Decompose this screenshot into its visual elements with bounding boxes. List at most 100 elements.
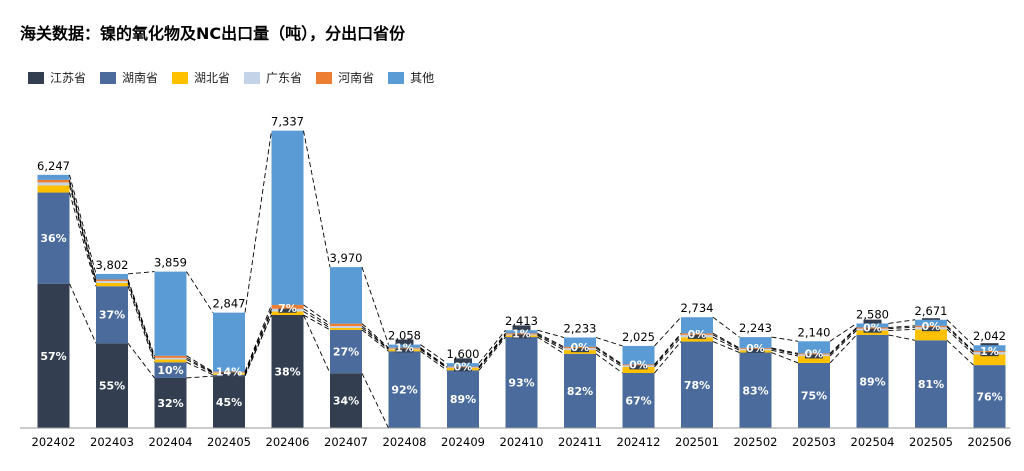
- bar-segment: [622, 373, 655, 428]
- series-line: [595, 337, 623, 347]
- segment-label: 81%: [918, 378, 944, 391]
- series-line: [829, 323, 857, 342]
- total-label: 6,247: [37, 159, 70, 173]
- segment-label: 36%: [40, 232, 66, 245]
- bar-segment: [622, 345, 655, 365]
- bar-segment: [973, 345, 1006, 352]
- series-line: [946, 329, 974, 355]
- series-line: [420, 347, 448, 367]
- segment-label: 76%: [976, 391, 1002, 404]
- series-line: [771, 352, 799, 364]
- bar-segment: [154, 357, 187, 360]
- legend-label: 广东省: [266, 71, 303, 85]
- bar-segment: [330, 267, 362, 324]
- total-label: 2,580: [856, 307, 889, 321]
- series-line: [888, 325, 916, 328]
- bar-segment: [96, 273, 128, 280]
- series-line: [537, 332, 565, 348]
- series-line: [712, 336, 740, 351]
- bar-segment: [739, 352, 772, 428]
- legend-item: 湖北省: [172, 69, 230, 86]
- series-line: [888, 334, 916, 341]
- series-line: [537, 335, 565, 351]
- bar-segment: [37, 174, 70, 180]
- legend-label: 湖北省: [194, 71, 231, 85]
- bar-segment: [505, 337, 538, 428]
- series-line: [654, 334, 682, 366]
- series-line: [69, 185, 97, 283]
- series-line: [712, 341, 740, 353]
- bar-segment: [96, 282, 128, 287]
- total-label: 2,847: [213, 297, 246, 311]
- bar-segment: [973, 365, 1006, 428]
- series-line: [127, 280, 155, 358]
- legend: 江苏省 湖南省 湖北省 广东省 河南省 其他: [28, 69, 448, 86]
- segment-label: 92%: [391, 384, 417, 397]
- legend-swatch: [28, 71, 44, 84]
- bar-segment: [564, 353, 596, 428]
- x-tick-label: 202503: [792, 435, 836, 449]
- segment-label: 1%: [395, 342, 414, 355]
- series-line: [771, 336, 799, 342]
- segment-label: 0%: [805, 347, 824, 360]
- series-line: [478, 332, 506, 367]
- series-line: [361, 373, 389, 429]
- series-line: [712, 334, 740, 350]
- bar-segment: [681, 341, 713, 428]
- bar-segment: [271, 311, 304, 316]
- total-label: 3,970: [330, 251, 363, 265]
- segment-label: 67%: [625, 395, 651, 408]
- total-label: 2,734: [681, 301, 714, 315]
- bar-segment: [154, 271, 187, 356]
- x-tick-label: 202501: [675, 435, 719, 449]
- series-line: [127, 342, 155, 379]
- series-line: [127, 271, 155, 275]
- bar-segment: [915, 319, 947, 326]
- series-line: [946, 339, 974, 366]
- bar-segment: [798, 356, 830, 363]
- series-line: [361, 327, 389, 350]
- series-line: [303, 304, 331, 325]
- bar-segment: [798, 362, 830, 428]
- bar-segment: [154, 362, 187, 378]
- bar-segment: [213, 376, 245, 428]
- series-line: [303, 130, 331, 268]
- legend-item: 广东省: [244, 69, 302, 86]
- segment-label: 93%: [508, 377, 534, 390]
- total-label: 7,337: [271, 115, 304, 129]
- series-line: [361, 329, 389, 352]
- bar-segment: [154, 377, 187, 428]
- series-line: [186, 271, 214, 313]
- bars: [37, 130, 1006, 428]
- bar-segment: [271, 304, 304, 309]
- x-tick-label: 202404: [149, 435, 193, 449]
- total-label: 3,802: [96, 258, 129, 272]
- series-line: [127, 279, 155, 356]
- bar-segment: [96, 286, 128, 344]
- x-tick-label: 202408: [383, 435, 427, 449]
- bar-segment: [856, 327, 889, 329]
- segment-label: 1%: [980, 345, 999, 358]
- legend-label: 其他: [410, 71, 435, 85]
- total-label: 2,140: [798, 325, 831, 339]
- total-label: 2,243: [739, 321, 772, 335]
- x-tick-label: 202403: [90, 435, 134, 449]
- bar-segment: [330, 326, 362, 328]
- series-line: [303, 314, 331, 374]
- bar-segment: [388, 344, 421, 348]
- segment-label: 57%: [40, 350, 66, 363]
- bar-segment: [37, 185, 70, 193]
- series-line: [69, 182, 97, 282]
- bar-segment: [739, 337, 772, 348]
- series-line: [946, 326, 974, 353]
- legend-item: 其他: [388, 69, 434, 86]
- segment-label: 32%: [157, 397, 183, 410]
- bar-segment: [622, 366, 655, 374]
- segment-label: 45%: [216, 396, 242, 409]
- segment-label: 83%: [742, 384, 768, 397]
- series-line: [654, 333, 682, 365]
- series-line: [244, 130, 272, 313]
- series-line: [303, 308, 331, 327]
- bar-segment: [96, 281, 128, 283]
- bar-segment: [388, 351, 421, 428]
